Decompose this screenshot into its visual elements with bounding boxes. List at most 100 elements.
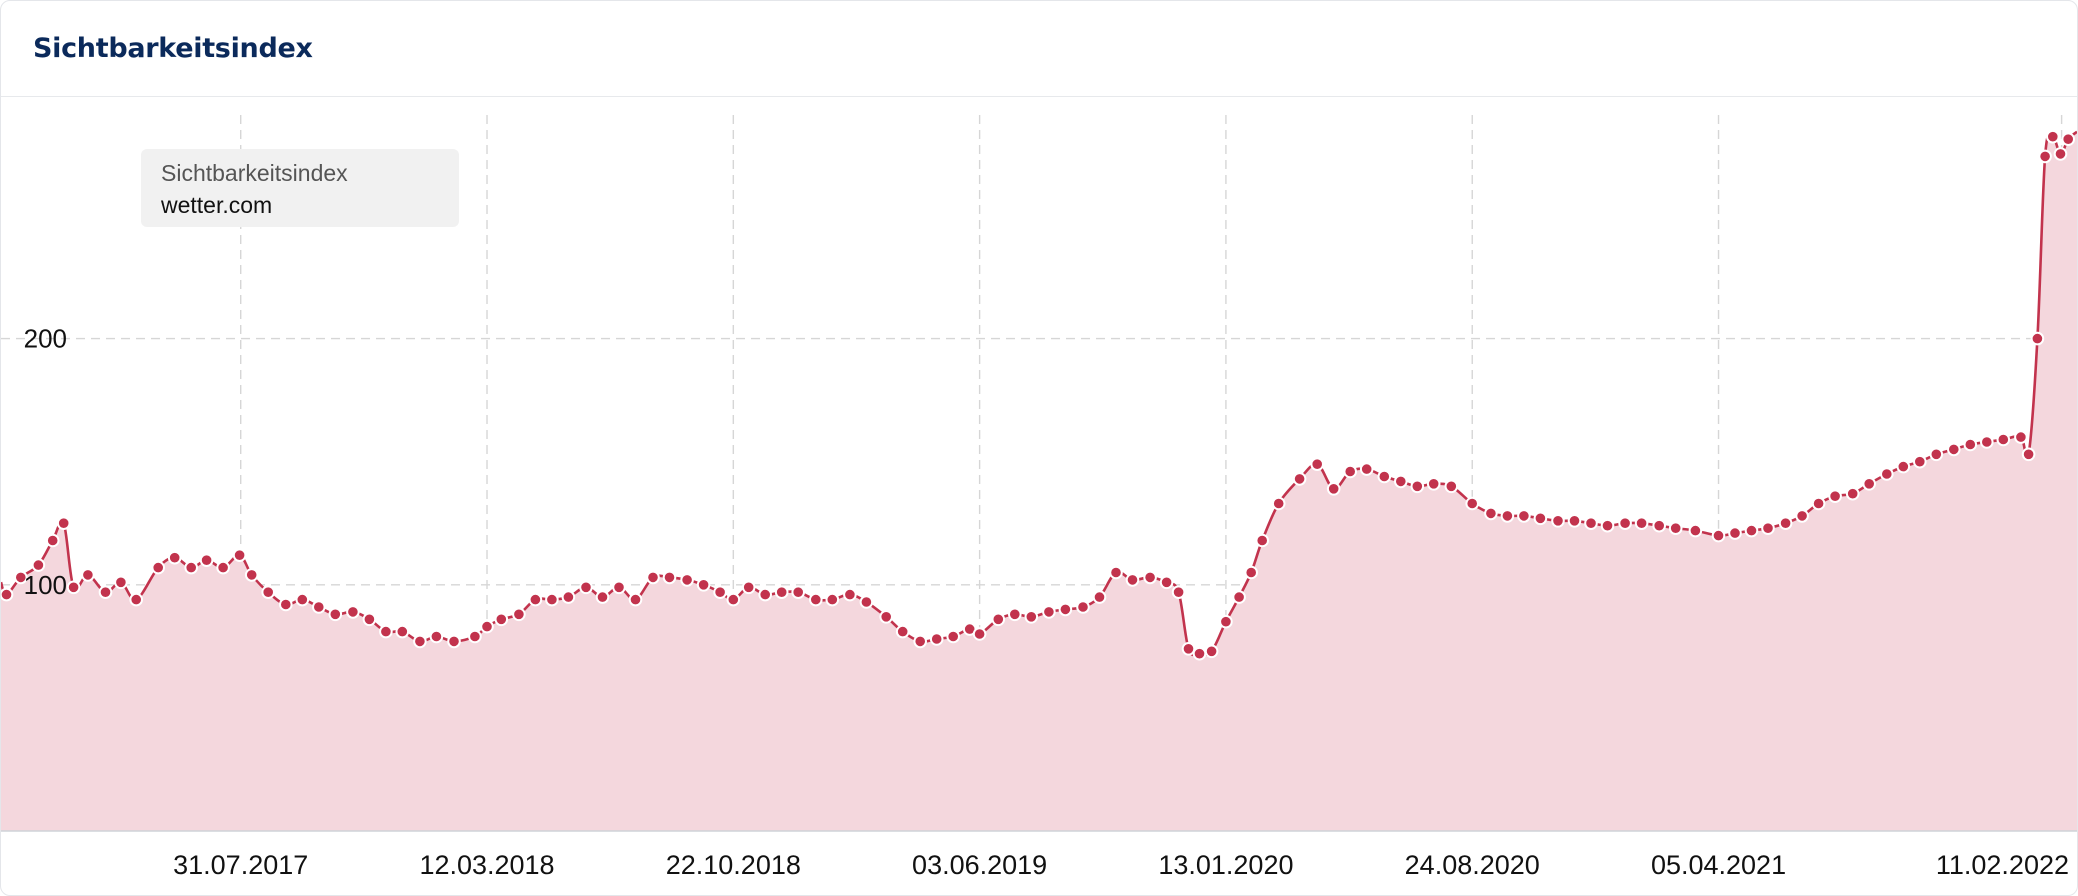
data-point: [494, 612, 509, 627]
data-point: [1125, 573, 1140, 587]
card-header: Sichtbarkeitsindex: [1, 1, 2077, 97]
data-point: [1963, 437, 1978, 452]
data-point: [579, 580, 593, 595]
data-point: [1880, 467, 1894, 481]
data-point: [199, 553, 214, 568]
data-point: [1343, 464, 1357, 479]
data-point: [1076, 600, 1090, 614]
data-point: [1042, 605, 1056, 619]
data-point: [1845, 486, 1860, 501]
data-point: [1828, 489, 1842, 504]
data-point: [628, 592, 643, 607]
data-point: [646, 570, 660, 585]
data-point: [1761, 521, 1775, 536]
data-point: [561, 590, 576, 604]
data-point: [362, 612, 377, 627]
data-point: [279, 597, 293, 612]
data-point: [379, 624, 393, 639]
data-point: [1192, 646, 1207, 661]
data-point: [774, 585, 789, 600]
data-point: [1465, 496, 1479, 511]
data-point: [1652, 518, 1666, 533]
data-point: [1255, 533, 1269, 548]
data-point: [1567, 514, 1582, 528]
data-point: [1551, 514, 1565, 528]
data-point: [114, 575, 128, 590]
data-point: [895, 624, 910, 639]
x-tick-label: 13.01.2020: [1158, 850, 1293, 880]
data-point: [1500, 509, 1515, 523]
data-point: [913, 634, 928, 649]
data-point: [413, 634, 427, 649]
data-point: [295, 592, 310, 607]
data-point: [468, 629, 482, 644]
data-point: [680, 573, 694, 587]
chart-legend: Sichtbarkeitsindex wetter.com: [141, 149, 459, 227]
y-tick-label: 200: [24, 324, 67, 354]
data-point: [1711, 528, 1726, 543]
data-point: [1, 587, 14, 602]
data-point: [1947, 442, 1961, 457]
data-point: [2038, 149, 2052, 164]
data-point: [1795, 509, 1809, 523]
data-point: [662, 570, 677, 585]
data-point: [167, 550, 182, 565]
data-point: [528, 592, 543, 607]
data-point: [1728, 526, 1742, 540]
data-point: [1668, 521, 1683, 536]
data-point: [1484, 506, 1498, 521]
data-point: [232, 548, 247, 563]
data-point: [480, 619, 494, 634]
data-point: [1219, 614, 1233, 629]
data-point: [1634, 516, 1649, 531]
data-point: [129, 592, 143, 607]
x-tick-label: 03.06.2019: [912, 850, 1047, 880]
data-point: [1517, 509, 1531, 523]
y-tick-label: 100: [24, 570, 67, 600]
data-point: [1326, 482, 1341, 496]
data-point: [741, 580, 756, 595]
data-point: [726, 592, 741, 607]
data-point: [244, 568, 259, 582]
data-point: [1271, 496, 1286, 511]
data-point: [395, 624, 410, 639]
x-tick-label: 22.10.2018: [666, 850, 801, 880]
data-point: [1896, 459, 1911, 474]
data-point: [328, 607, 343, 622]
data-point: [946, 629, 961, 644]
data-point: [1377, 469, 1392, 484]
data-point: [1109, 565, 1123, 580]
data-point: [1310, 457, 1324, 472]
data-point: [1426, 477, 1441, 491]
data-point: [1862, 477, 1876, 491]
data-point: [825, 592, 840, 607]
data-point: [972, 627, 987, 641]
data-point: [512, 607, 526, 622]
data-point: [184, 560, 198, 575]
data-point: [1444, 479, 1459, 494]
data-point: [696, 578, 711, 592]
data-point: [346, 605, 360, 619]
data-point: [1533, 511, 1548, 526]
data-point: [66, 580, 81, 595]
data-point: [1292, 472, 1307, 486]
data-point: [1171, 585, 1186, 600]
data-point: [447, 634, 461, 649]
data-point: [1811, 496, 1826, 511]
data-point: [2030, 331, 2045, 346]
series-area: [1, 131, 2077, 832]
data-point: [31, 558, 46, 572]
data-point: [1008, 607, 1022, 622]
data-point: [1394, 474, 1408, 489]
data-point: [1980, 435, 1994, 449]
legend-metric-label: Sichtbarkeitsindex: [161, 160, 348, 186]
data-point: [1584, 516, 1598, 531]
x-tick-label: 05.04.2021: [1651, 850, 1786, 880]
data-point: [843, 587, 857, 602]
data-point: [2021, 447, 2036, 462]
data-point: [312, 600, 326, 614]
data-point: [612, 580, 626, 595]
data-point: [1092, 590, 1107, 604]
